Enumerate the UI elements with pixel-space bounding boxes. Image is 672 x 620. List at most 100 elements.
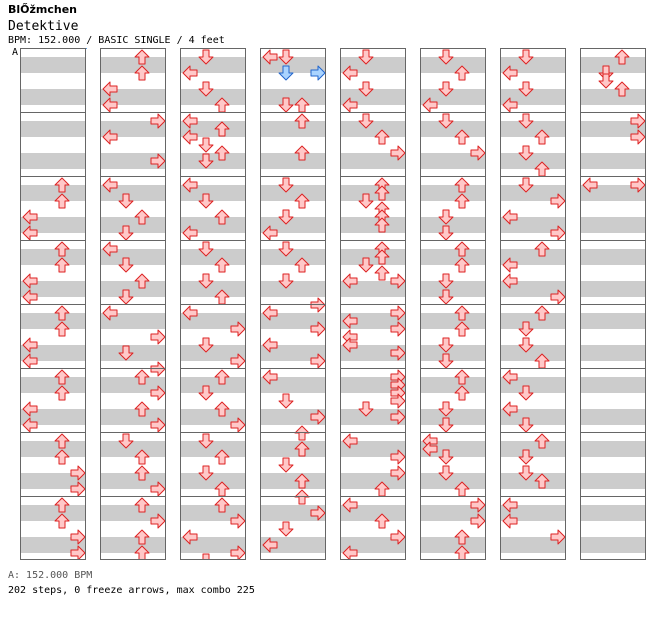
beat-stripe <box>181 89 245 105</box>
measure-line <box>21 304 85 305</box>
beat-stripe <box>21 217 85 233</box>
beat-stripe <box>261 409 325 425</box>
chart-column <box>180 48 246 560</box>
beat-stripe <box>21 281 85 297</box>
up-arrow-icon <box>214 145 230 161</box>
measure-line <box>581 432 645 433</box>
chart-column <box>260 48 326 560</box>
chart-column <box>580 48 646 560</box>
down-arrow-icon <box>438 113 454 129</box>
left-arrow-icon <box>582 177 598 193</box>
down-arrow-icon <box>518 465 534 481</box>
up-arrow-icon <box>454 529 470 545</box>
up-arrow-icon <box>374 185 390 201</box>
beat-stripe <box>421 537 485 553</box>
measure-line <box>421 176 485 177</box>
left-arrow-icon <box>102 81 118 97</box>
beat-stripe <box>21 121 85 137</box>
up-arrow-icon <box>54 193 70 209</box>
measure-line <box>21 368 85 369</box>
measure-line <box>101 496 165 497</box>
right-arrow-icon <box>390 305 405 321</box>
beat-stripe <box>101 249 165 265</box>
beat-stripe <box>581 217 645 233</box>
down-arrow-icon <box>518 113 534 129</box>
beat-stripe <box>261 473 325 489</box>
up-arrow-icon <box>54 257 70 273</box>
down-arrow-icon <box>278 97 294 113</box>
beat-stripe <box>421 57 485 73</box>
up-arrow-icon <box>374 265 390 281</box>
up-arrow-icon <box>214 209 230 225</box>
beat-stripe <box>501 153 565 169</box>
up-arrow-icon <box>294 425 310 441</box>
beat-stripe <box>21 89 85 105</box>
down-arrow-icon <box>358 113 374 129</box>
measure-line <box>341 112 405 113</box>
beat-stripe <box>341 249 405 265</box>
up-arrow-icon <box>534 241 550 257</box>
measure-line <box>341 432 405 433</box>
up-arrow-icon <box>54 369 70 385</box>
down-arrow-icon <box>518 449 534 465</box>
right-arrow-icon <box>390 393 405 409</box>
beat-stripe <box>261 121 325 137</box>
up-arrow-icon <box>534 433 550 449</box>
down-arrow-icon <box>198 337 214 353</box>
beat-stripe <box>341 313 405 329</box>
up-arrow-icon <box>54 321 70 337</box>
beat-stripe <box>261 281 325 297</box>
left-arrow-icon <box>262 225 278 241</box>
measure-line <box>101 368 165 369</box>
up-arrow-icon <box>534 473 550 489</box>
up-arrow-icon <box>374 481 390 497</box>
song-title: Detektive <box>8 19 79 34</box>
up-arrow-icon <box>214 497 230 513</box>
measure-line <box>21 432 85 433</box>
right-arrow-icon <box>630 177 645 193</box>
up-arrow-icon <box>214 257 230 273</box>
up-arrow-icon <box>54 449 70 465</box>
beat-stripe <box>581 249 645 265</box>
up-arrow-icon <box>374 249 390 265</box>
left-arrow-icon <box>182 529 198 545</box>
up-arrow-icon <box>294 489 310 505</box>
beat-stripe <box>501 313 565 329</box>
down-arrow-icon <box>518 337 534 353</box>
left-arrow-icon <box>502 97 518 113</box>
measure-line <box>101 240 165 241</box>
down-arrow-icon <box>198 153 214 169</box>
right-arrow-icon <box>550 225 565 241</box>
down-arrow-icon <box>118 289 134 305</box>
down-arrow-icon <box>518 49 534 65</box>
measure-line <box>181 304 245 305</box>
measure-line <box>101 176 165 177</box>
measure-line <box>181 496 245 497</box>
up-arrow-icon <box>294 473 310 489</box>
down-arrow-icon <box>518 81 534 97</box>
measure-line <box>181 432 245 433</box>
beat-stripe <box>261 537 325 553</box>
measure-line <box>581 176 645 177</box>
right-arrow-icon <box>390 449 405 465</box>
right-arrow-icon <box>310 353 325 369</box>
down-arrow-icon <box>198 433 214 449</box>
up-arrow-icon <box>134 545 150 559</box>
down-arrow-icon <box>118 225 134 241</box>
beat-stripe <box>501 377 565 393</box>
beat-stripe <box>421 377 485 393</box>
right-arrow-icon <box>150 513 165 529</box>
measure-line <box>261 432 325 433</box>
beat-stripe <box>421 409 485 425</box>
beat-stripe <box>261 153 325 169</box>
beat-stripe <box>341 537 405 553</box>
up-arrow-icon <box>534 353 550 369</box>
up-arrow-icon <box>454 481 470 497</box>
beat-stripe <box>581 57 645 73</box>
down-arrow-icon <box>438 417 454 433</box>
beat-stripe <box>261 217 325 233</box>
beat-stripe <box>21 441 85 457</box>
measure-line <box>421 304 485 305</box>
beat-stripe <box>581 473 645 489</box>
up-arrow-icon <box>454 65 470 81</box>
